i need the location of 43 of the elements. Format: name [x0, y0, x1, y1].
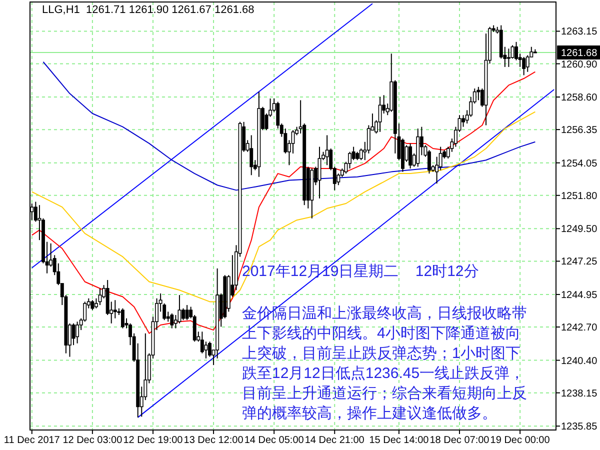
candlestick [98, 288, 102, 306]
x-tick-label: 15 Dec 14:00 [369, 435, 430, 446]
x-tick-label: 11 Dec 2017 [4, 435, 60, 446]
candlestick [522, 56, 526, 76]
candlestick [250, 134, 254, 176]
ref-label: 1261.68 [557, 45, 600, 60]
y-tick-label: 1242.70 [561, 322, 598, 334]
annotation: 金价隔日温和上涨最终收高，日线报收略带上下影线的中阳线。4小时图下降通道被向上突破，目前呈止跌反弹态势；1小时图下跌至12月12日低点1236.45一线止跌反弹，目前呈上升通道运行；综合来看短期向上反弹的概率较高，操作上建议逢低做多。 [242, 305, 527, 422]
y-tick-label: 1256.35 [561, 125, 598, 136]
candlestick [506, 48, 510, 68]
candlestick [182, 308, 185, 321]
candlestick [120, 308, 124, 329]
candlestick [204, 341, 208, 359]
y-tick-label: 1240.40 [561, 356, 598, 367]
candlestick [185, 304, 189, 321]
y-tick-label: 1247.25 [561, 256, 598, 268]
x-tick-label: 18 Dec 07:00 [430, 435, 490, 446]
y-tick-label: 1263.15 [561, 26, 598, 38]
ref-line-label: 1261.68 [561, 48, 598, 59]
y-tick-label: 1251.80 [561, 190, 598, 202]
candlestick [76, 321, 80, 344]
x-tick-label: 13 Dec 12:00 [184, 435, 244, 446]
x-tick-label: 14 Dec 05:00 [244, 435, 304, 446]
y-tick-label: 1244.95 [561, 290, 598, 301]
x-tick-label: 12 Dec 03:00 [62, 435, 123, 446]
candlestick [170, 312, 174, 329]
candlestick [325, 134, 329, 166]
x-tick-label: 14 Dec 21:00 [304, 435, 365, 446]
y-tick-label: 1235.85 [561, 422, 598, 433]
y-tick-label: 1249.50 [561, 224, 598, 236]
chart-title: LLG,H1 1261.71 1261.90 1261.67 1261.68 [42, 4, 254, 16]
y-tick-label: 1260.90 [561, 59, 598, 70]
y-tick-label: 1258.60 [561, 92, 598, 104]
candlestick [208, 341, 212, 358]
x-tick-label: 12 Dec 19:00 [123, 435, 184, 446]
y-tick-label: 1238.15 [561, 388, 598, 400]
candlestick [408, 142, 412, 169]
candlestick [113, 300, 117, 319]
candlestick [526, 54, 530, 72]
candlestick [378, 96, 382, 132]
x-tick-label: 19 Dec 00:00 [490, 435, 550, 446]
y-tick-label: 1254.05 [561, 158, 598, 170]
candlestick [90, 300, 94, 311]
